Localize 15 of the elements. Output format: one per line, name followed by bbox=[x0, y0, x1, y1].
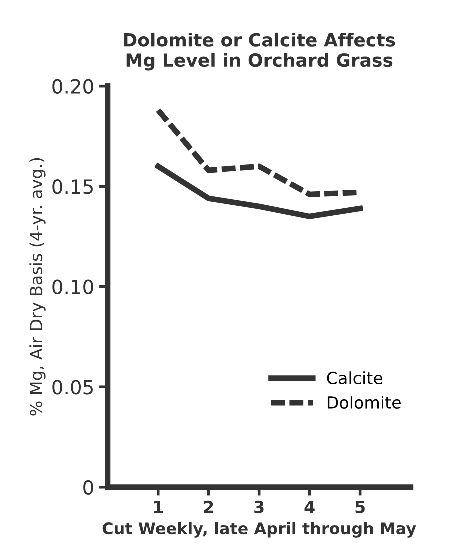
x-axis-title: Cut Weekly, late April through May bbox=[102, 522, 416, 538]
chart-title: Dolomite or Calcite Affects Mg Level in Orchard Grass bbox=[124, 32, 396, 71]
y-tick-label: 0.05 bbox=[52, 380, 93, 395]
x-tick-label: 1 bbox=[154, 501, 164, 514]
y-tick-label: 0 bbox=[84, 480, 94, 496]
legend-label: Dolomite bbox=[328, 396, 401, 409]
x-tick-label: 3 bbox=[254, 500, 264, 514]
y-tick-label: 0.20 bbox=[52, 79, 94, 94]
x-tick-label: 2 bbox=[204, 500, 214, 514]
y-tick-label: 0.10 bbox=[52, 280, 94, 295]
x-tick-label: 5 bbox=[356, 501, 365, 514]
y-tick-label: 0.15 bbox=[52, 180, 93, 194]
legend-label: Calcite bbox=[327, 372, 383, 385]
x-tick-label: 4 bbox=[304, 501, 315, 514]
y-axis-title: % Mg, Air Dry Basis (4-yr. avg.) bbox=[30, 158, 46, 416]
